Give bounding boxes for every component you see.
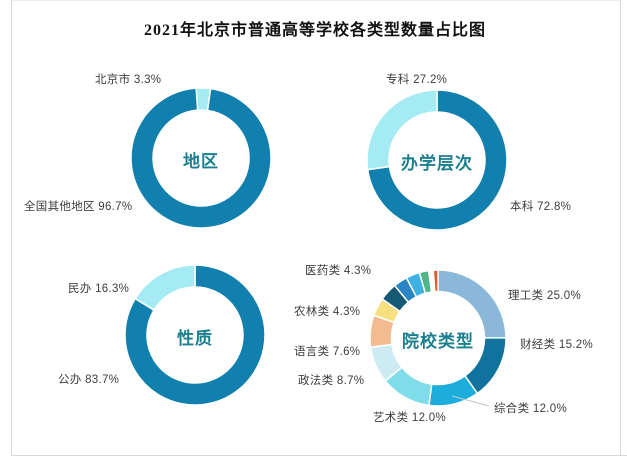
slice-民办	[134, 264, 196, 312]
slice-label: 民办 16.3%	[68, 283, 130, 295]
donut-center-label-0: 地区	[183, 152, 219, 171]
slice-label: 全国其他地区 96.7%	[24, 201, 133, 213]
slice-label: 理工类 25.0%	[508, 290, 582, 302]
donut-center-label-2: 性质	[177, 329, 213, 348]
slice-label: 医药类 4.3%	[305, 265, 372, 277]
slice-label: 艺术类 12.0%	[373, 412, 447, 424]
slice-label: 政法类 8.7%	[298, 375, 365, 387]
donut-center-label-3: 院校类型	[402, 332, 474, 351]
slice-unlabeled-12	[432, 269, 439, 293]
slice-label: 财经类 15.2%	[520, 339, 594, 351]
slice-公办	[124, 264, 266, 406]
slice-label: 专科 27.2%	[386, 74, 448, 86]
slice-label: 农林类 4.3%	[294, 306, 361, 318]
frame-line-bottom	[11, 455, 627, 456]
donut-chart-0	[130, 87, 272, 229]
frame-line-top	[11, 0, 621, 1]
frame-line-left	[11, 0, 12, 456]
donut-center-label-1: 办学层次	[401, 154, 473, 173]
donut-chart-1	[366, 89, 508, 231]
slice-label: 语言类 7.6%	[294, 346, 361, 358]
leader-line	[451, 395, 490, 407]
slice-专科	[366, 89, 438, 171]
slice-本科	[366, 89, 508, 231]
donut-chart-3	[369, 269, 507, 407]
slice-label: 北京市 3.3%	[95, 74, 162, 86]
slice-label: 公办 83.7%	[58, 374, 120, 386]
chart-title: 2021年北京市普通高等学校各类型数量占比图	[143, 22, 486, 39]
donut-chart-2	[124, 264, 266, 406]
frame-line-right	[620, 0, 621, 456]
slice-label: 综合类 12.0%	[494, 403, 568, 415]
slice-label: 本科 72.8%	[510, 201, 572, 213]
slice-全国其他地区	[130, 87, 272, 229]
